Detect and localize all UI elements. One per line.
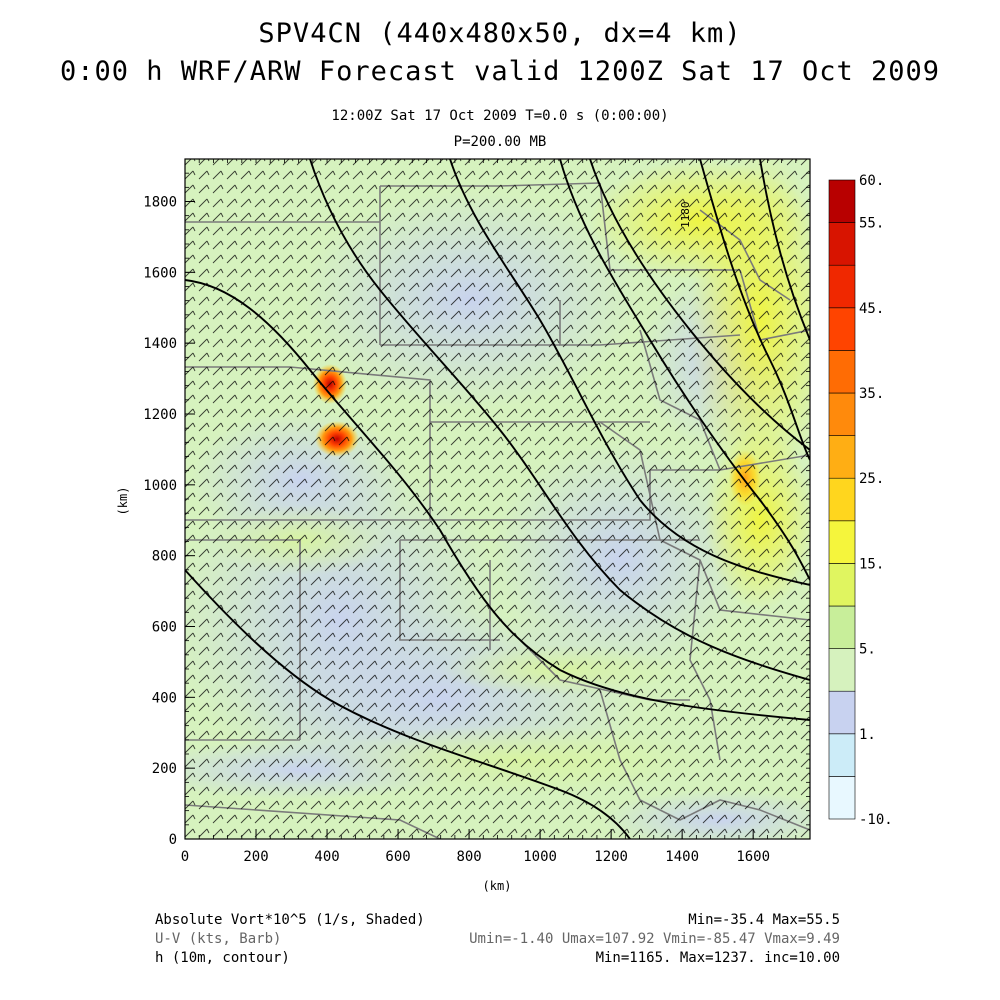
- y-tick-label: 400: [152, 690, 177, 706]
- shaded-field-label: Absolute Vort*10^5 (1/s, Shaded): [155, 912, 425, 928]
- x-tick-label: 200: [243, 849, 268, 865]
- colorbar-bin: [828, 733, 856, 777]
- colorbar-bin: [828, 179, 856, 223]
- uv-stats: Umin=-1.40 Umax=107.92 Vmin=-85.47 Vmax=…: [469, 931, 840, 947]
- y-tick-label: 1200: [143, 407, 177, 423]
- y-tick-label: 600: [152, 620, 177, 636]
- colorbar-bin: [828, 605, 856, 649]
- contour-field-label: h (10m, contour): [155, 950, 290, 966]
- chart-title-line1: SPV4CN (440x480x50, dx=4 km): [258, 18, 742, 49]
- y-tick-label: 1800: [143, 195, 177, 211]
- contour-label-1180: 1180: [679, 202, 692, 229]
- colorbar-bin: [828, 477, 856, 522]
- colorbar-bin: [828, 307, 856, 351]
- colorbar-bin: [828, 690, 856, 735]
- colorbar-tick-label: 55.: [859, 216, 884, 232]
- height-stats: Min=1165. Max=1237. inc=10.00: [595, 950, 840, 966]
- y-tick-label: 200: [152, 761, 177, 777]
- x-tick-label: 0: [181, 849, 189, 865]
- field-statistics: Min=-35.4 Max=55.5 Umin=-1.40 Umax=107.92…: [469, 911, 840, 968]
- x-tick-label: 1400: [665, 849, 699, 865]
- y-tick-label: 1400: [143, 336, 177, 352]
- vort-stats: Min=-35.4 Max=55.5: [688, 912, 840, 928]
- x-tick-label: 1600: [736, 849, 770, 865]
- x-tick-label: 1000: [523, 849, 557, 865]
- x-tick-label: 400: [314, 849, 339, 865]
- colorbar-tick-label: 60.: [859, 173, 884, 189]
- plot-area: 1180: [185, 159, 810, 839]
- y-tick-label: 1600: [143, 265, 177, 281]
- colorbar-tick-label: 5.: [859, 642, 876, 658]
- height-contours: 1180: [185, 159, 810, 839]
- colorbar-tick-label: 15.: [859, 556, 884, 572]
- colorbar-bin: [828, 563, 856, 607]
- wind-barb-field: [185, 159, 810, 839]
- chart-title-line2: 0:00 h WRF/ARW Forecast valid 1200Z Sat …: [59, 56, 941, 87]
- axes: 0 200 400 600 800 1000 1200 1400 1600 0 200 400 600 8…: [143, 158, 811, 865]
- colorbar-bin: [828, 350, 856, 394]
- valid-time-subtitle: 12:00Z Sat 17 Oct 2009 T=0.0 s (0:00:00): [331, 108, 669, 124]
- colorbar-bin: [828, 776, 856, 820]
- colorbar-bin: [828, 392, 856, 436]
- x-tick-label: 800: [456, 849, 481, 865]
- colorbar-tick-label: 25.: [859, 471, 884, 487]
- pressure-level-subtitle: P=200.00 MB: [453, 134, 547, 150]
- y-tick-label: 0: [169, 832, 177, 848]
- colorbar-bin: [828, 520, 856, 564]
- colorbar-tick-label: 1.: [859, 727, 876, 743]
- x-tick-label: 600: [385, 849, 410, 865]
- colorbar-bin: [828, 222, 856, 266]
- colorbar-bin: [828, 648, 856, 692]
- y-tick-label: 1000: [143, 478, 177, 494]
- x-tick-label: 1200: [594, 849, 628, 865]
- colorbar-tick-label: 45.: [859, 301, 884, 317]
- colorbar-bin: [828, 264, 856, 309]
- colorbar-bin: [828, 435, 856, 479]
- barb-field-label: U-V (kts, Barb): [155, 931, 282, 947]
- x-axis-label: (km): [483, 879, 512, 893]
- y-axis-label: (km): [116, 487, 130, 516]
- colorbar: 60. 55. 45. 35. 25. 15. 5. 1. -10.: [828, 173, 893, 828]
- field-legend: Absolute Vort*10^5 (1/s, Shaded) U-V (kts…: [155, 911, 425, 968]
- colorbar-tick-label: -10.: [859, 812, 893, 828]
- y-tick-label: 800: [152, 549, 177, 565]
- colorbar-tick-label: 35.: [859, 386, 884, 402]
